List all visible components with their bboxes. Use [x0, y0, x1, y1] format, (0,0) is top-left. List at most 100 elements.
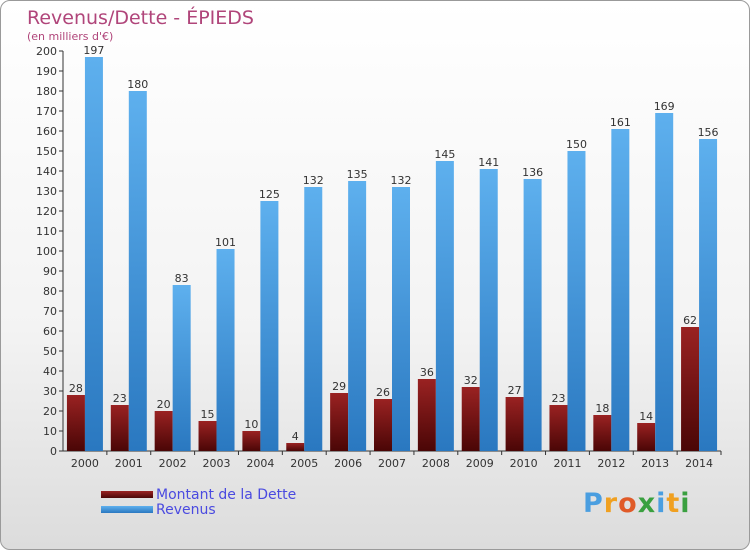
y-tick-label: 20 — [43, 405, 57, 418]
y-tick-label: 10 — [43, 425, 57, 438]
y-tick-label: 80 — [43, 285, 57, 298]
x-tick-label: 2008 — [422, 457, 450, 470]
data-label-revenue: 161 — [610, 116, 631, 129]
data-label-revenue: 125 — [259, 188, 280, 201]
data-label-revenue: 83 — [175, 272, 189, 285]
bar-revenue — [435, 161, 454, 451]
bar-debt — [330, 393, 349, 451]
bar-revenue — [523, 179, 542, 451]
y-tick-label: 30 — [43, 385, 57, 398]
bar-debt — [549, 405, 568, 451]
bar-revenue — [260, 201, 279, 451]
x-tick-label: 2012 — [597, 457, 625, 470]
bar-debt — [286, 443, 305, 451]
bar-revenue — [655, 113, 674, 451]
data-label-debt: 15 — [201, 408, 215, 421]
logo-letter: r — [603, 488, 619, 519]
legend-label-revenue: Revenus — [156, 502, 216, 518]
data-label-revenue: 132 — [391, 174, 412, 187]
y-tick-label: 160 — [36, 125, 57, 138]
data-label-revenue: 156 — [698, 126, 719, 139]
logo-letter: i — [680, 488, 691, 519]
x-tick-label: 2011 — [553, 457, 581, 470]
x-tick-label: 2001 — [115, 457, 143, 470]
data-label-debt: 23 — [551, 392, 565, 405]
y-tick-label: 60 — [43, 325, 57, 338]
data-label-revenue: 150 — [566, 138, 587, 151]
bar-revenue — [172, 285, 191, 451]
bar-debt — [154, 411, 173, 451]
proxiti-logo: Proxiti — [583, 488, 691, 519]
data-label-revenue: 136 — [522, 166, 543, 179]
bar-debt — [374, 399, 392, 451]
chart-title: Revenus/Dette - ÉPIEDS — [27, 7, 254, 29]
bar-revenue — [128, 91, 147, 451]
bars: 28 197 23 180 20 83 15 101 10 125 4 132 29 135 26 132 36… — [66, 44, 719, 451]
data-label-debt: 27 — [508, 384, 522, 397]
bar-debt — [681, 327, 700, 451]
legend-label-debt: Montant de la Dette — [156, 487, 297, 503]
x-tick-label: 2010 — [510, 457, 538, 470]
logo-letter: x — [637, 488, 657, 519]
bar-debt — [505, 397, 524, 451]
data-label-debt: 36 — [420, 366, 434, 379]
bar-revenue — [216, 249, 235, 451]
y-tick-label: 70 — [43, 305, 57, 318]
y-tick-label: 190 — [36, 65, 57, 78]
y-tick-label: 50 — [43, 345, 57, 358]
legend-swatch-revenue — [101, 506, 153, 513]
y-tick-label: 200 — [36, 45, 57, 58]
bar-debt — [110, 405, 129, 451]
data-label-debt: 18 — [595, 402, 609, 415]
x-tick-label: 2005 — [290, 457, 318, 470]
bar-revenue — [479, 169, 498, 451]
y-tick-label: 120 — [36, 205, 57, 218]
data-label-debt: 10 — [244, 418, 258, 431]
bar-debt — [198, 421, 217, 451]
data-label-revenue: 101 — [215, 236, 236, 249]
x-tick-label: 2009 — [466, 457, 494, 470]
legend-swatch-debt — [101, 491, 153, 498]
y-tick-label: 40 — [43, 365, 57, 378]
data-label-debt: 32 — [464, 374, 478, 387]
y-tick-label: 0 — [50, 445, 57, 458]
y-tick-label: 90 — [43, 265, 57, 278]
data-label-debt: 62 — [683, 314, 697, 327]
logo-letter: P — [583, 488, 604, 519]
bar-revenue — [348, 181, 367, 451]
logo-letter: i — [656, 488, 667, 519]
y-tick-label: 100 — [36, 245, 57, 258]
bar-revenue — [611, 129, 630, 451]
bar-debt — [417, 379, 436, 451]
bar-revenue — [304, 187, 323, 451]
x-tick-label: 2013 — [641, 457, 669, 470]
bar-revenue — [84, 57, 103, 451]
data-label-revenue: 132 — [303, 174, 324, 187]
y-tick-label: 130 — [36, 185, 57, 198]
data-label-debt: 23 — [113, 392, 127, 405]
x-tick-label: 2006 — [334, 457, 362, 470]
bar-debt — [66, 395, 85, 451]
data-label-debt: 29 — [332, 380, 346, 393]
x-tick-label: 2004 — [246, 457, 274, 470]
data-label-revenue: 145 — [434, 148, 455, 161]
data-label-debt: 26 — [376, 386, 390, 399]
bar-revenue — [567, 151, 586, 451]
y-tick-label: 140 — [36, 165, 57, 178]
bar-debt — [461, 387, 480, 451]
x-tick-label: 2000 — [71, 457, 99, 470]
data-label-debt: 20 — [157, 398, 171, 411]
bar-revenue — [392, 187, 410, 451]
data-label-debt: 28 — [69, 382, 83, 395]
data-label-revenue: 197 — [83, 44, 104, 57]
x-tick-label: 2014 — [685, 457, 713, 470]
data-label-revenue: 141 — [478, 156, 499, 169]
data-label-revenue: 180 — [127, 78, 148, 91]
bar-debt — [593, 415, 612, 451]
bar-revenue — [699, 139, 718, 451]
logo-letter: t — [666, 488, 681, 519]
y-tick-label: 110 — [36, 225, 57, 238]
data-label-revenue: 169 — [654, 100, 675, 113]
